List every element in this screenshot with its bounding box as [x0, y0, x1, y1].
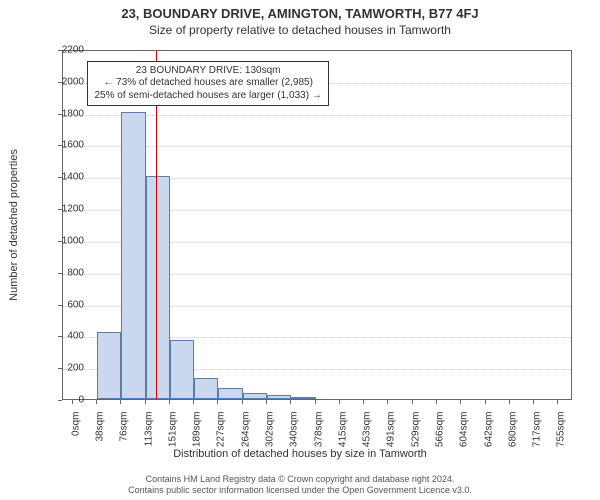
x-tick-label: 566sqm — [435, 412, 446, 448]
y-tick-mark — [58, 336, 62, 337]
x-tick-mark — [145, 400, 146, 404]
y-tick-mark — [58, 400, 62, 401]
footer-line1: Contains HM Land Registry data © Crown c… — [0, 474, 600, 485]
y-tick-mark — [58, 305, 62, 306]
x-tick-mark — [387, 400, 388, 404]
footer-line2: Contains public sector information licen… — [0, 485, 600, 496]
x-tick-label: 76sqm — [119, 412, 130, 442]
x-tick-label: 491sqm — [386, 412, 397, 448]
histogram-bar — [121, 112, 145, 399]
plot-background: 23 BOUNDARY DRIVE: 130sqm← 73% of detach… — [62, 50, 572, 400]
y-tick-label: 2200 — [44, 45, 84, 56]
x-tick-label: 642sqm — [483, 412, 494, 448]
x-tick-label: 0sqm — [70, 412, 81, 436]
info-box-line: 25% of semi-detached houses are larger (… — [94, 90, 321, 103]
x-tick-mark — [96, 400, 97, 404]
x-tick-mark — [217, 400, 218, 404]
y-tick-label: 1000 — [44, 235, 84, 246]
histogram-bar — [218, 388, 242, 399]
x-tick-label: 529sqm — [410, 412, 421, 448]
x-tick-label: 755sqm — [556, 412, 567, 448]
y-tick-mark — [58, 273, 62, 274]
info-box-line: ← 73% of detached houses are smaller (2,… — [94, 77, 321, 90]
x-tick-mark — [363, 400, 364, 404]
x-tick-mark — [436, 400, 437, 404]
info-box: 23 BOUNDARY DRIVE: 130sqm← 73% of detach… — [87, 61, 328, 107]
y-tick-label: 2000 — [44, 76, 84, 87]
x-tick-mark — [460, 400, 461, 404]
histogram-bar — [97, 332, 121, 399]
page-subtitle: Size of property relative to detached ho… — [0, 21, 600, 37]
x-tick-label: 302sqm — [265, 412, 276, 448]
x-tick-mark — [193, 400, 194, 404]
y-tick-label: 400 — [44, 331, 84, 342]
chart-container: 23, BOUNDARY DRIVE, AMINGTON, TAMWORTH, … — [0, 0, 600, 500]
x-tick-label: 113sqm — [143, 412, 154, 447]
x-tick-mark — [412, 400, 413, 404]
y-tick-label: 800 — [44, 267, 84, 278]
x-tick-label: 340sqm — [289, 412, 300, 448]
x-tick-mark — [509, 400, 510, 404]
x-tick-label: 378sqm — [313, 412, 324, 448]
histogram-bar — [267, 395, 291, 399]
y-tick-mark — [58, 368, 62, 369]
x-tick-mark — [266, 400, 267, 404]
x-tick-mark — [72, 400, 73, 404]
x-tick-label: 717sqm — [532, 412, 543, 448]
y-tick-mark — [58, 241, 62, 242]
histogram-bar — [291, 397, 315, 399]
x-tick-mark — [339, 400, 340, 404]
y-tick-label: 1600 — [44, 140, 84, 151]
y-tick-label: 200 — [44, 363, 84, 374]
chart-area: 23 BOUNDARY DRIVE: 130sqm← 73% of detach… — [62, 50, 572, 400]
x-tick-label: 189sqm — [192, 412, 203, 448]
histogram-bar — [170, 340, 194, 399]
y-tick-mark — [58, 209, 62, 210]
x-axis-label: Distribution of detached houses by size … — [0, 448, 600, 460]
y-tick-mark — [58, 177, 62, 178]
x-tick-mark — [120, 400, 121, 404]
x-tick-label: 38sqm — [95, 412, 106, 442]
info-box-line: 23 BOUNDARY DRIVE: 130sqm — [94, 65, 321, 78]
y-tick-label: 600 — [44, 299, 84, 310]
histogram-bar — [146, 176, 170, 399]
x-tick-label: 453sqm — [362, 412, 373, 448]
x-tick-mark — [315, 400, 316, 404]
y-tick-mark — [58, 145, 62, 146]
x-tick-mark — [290, 400, 291, 404]
x-tick-mark — [557, 400, 558, 404]
footer: Contains HM Land Registry data © Crown c… — [0, 474, 600, 496]
x-tick-mark — [533, 400, 534, 404]
x-tick-label: 227sqm — [216, 412, 227, 448]
x-tick-label: 415sqm — [337, 412, 348, 448]
y-tick-label: 1200 — [44, 204, 84, 215]
y-tick-label: 1400 — [44, 172, 84, 183]
histogram-bar — [194, 378, 218, 399]
y-tick-mark — [58, 82, 62, 83]
x-tick-mark — [169, 400, 170, 404]
y-tick-label: 1800 — [44, 108, 84, 119]
y-axis-label: Number of detached properties — [8, 149, 20, 301]
x-tick-mark — [485, 400, 486, 404]
y-tick-label: 0 — [44, 395, 84, 406]
histogram-bar — [243, 393, 267, 399]
y-tick-mark — [58, 50, 62, 51]
x-tick-label: 264sqm — [240, 412, 251, 448]
x-tick-label: 151sqm — [167, 412, 178, 448]
y-tick-mark — [58, 114, 62, 115]
page-title: 23, BOUNDARY DRIVE, AMINGTON, TAMWORTH, … — [0, 0, 600, 21]
x-tick-mark — [242, 400, 243, 404]
x-tick-label: 604sqm — [459, 412, 470, 448]
x-tick-label: 680sqm — [507, 412, 518, 448]
